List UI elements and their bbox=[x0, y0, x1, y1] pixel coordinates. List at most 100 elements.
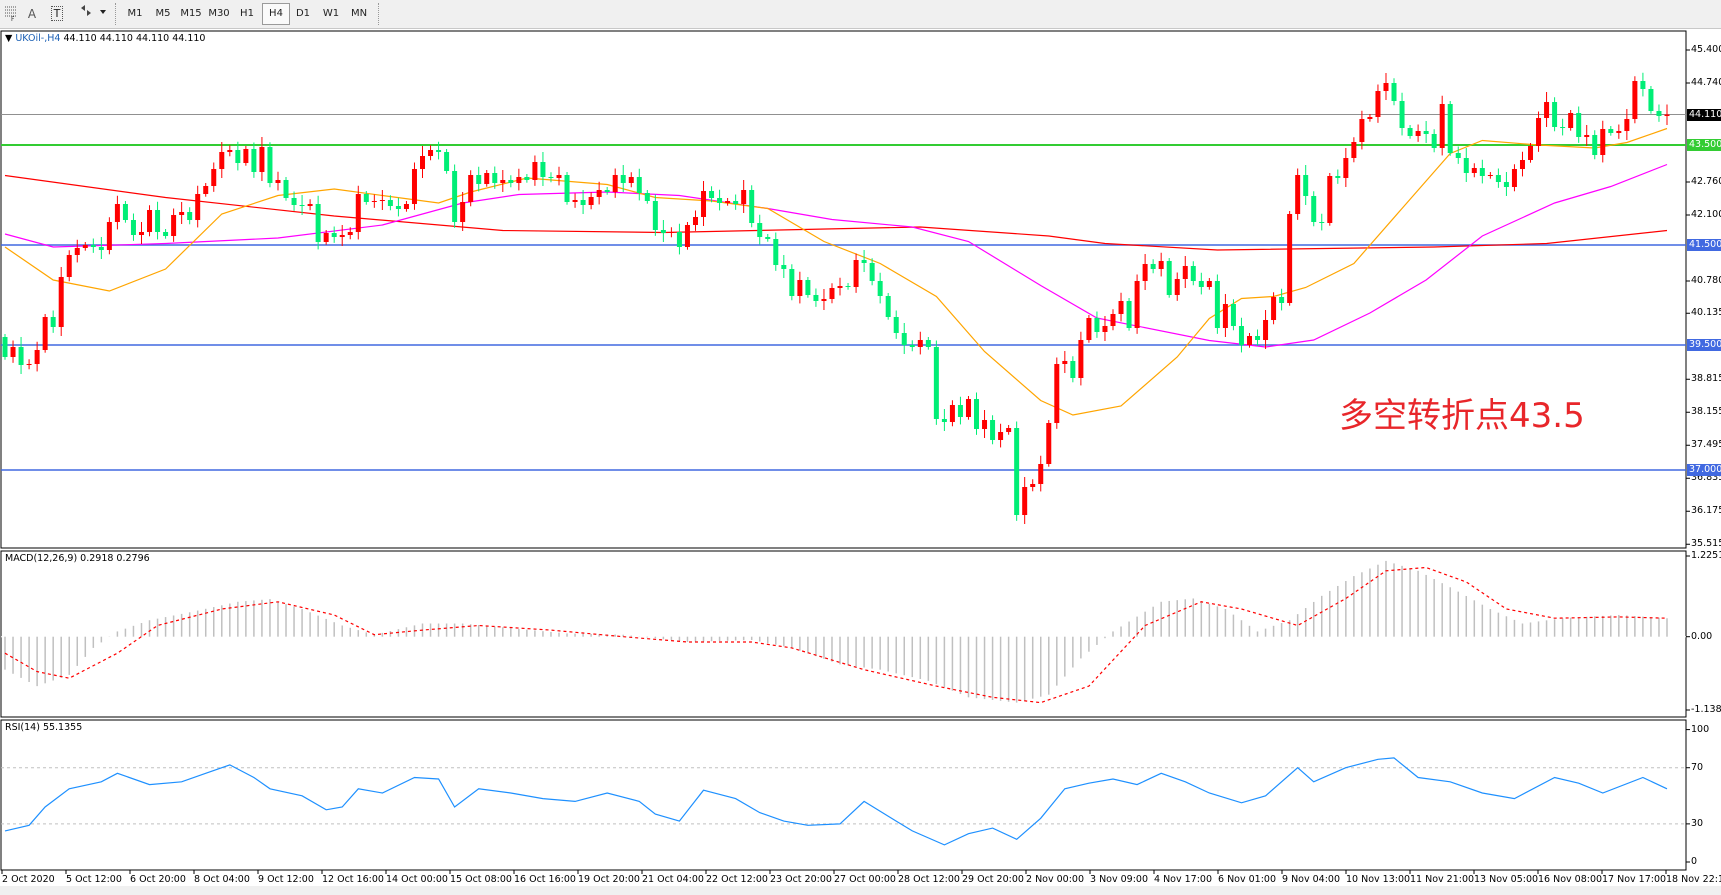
text-box-icon[interactable]: T bbox=[48, 4, 66, 24]
rsi-label: RSI(14) 55.1355 bbox=[5, 722, 83, 733]
candle-body bbox=[283, 180, 289, 198]
candle-body bbox=[1383, 83, 1389, 91]
candle-body bbox=[267, 147, 273, 183]
candle-body bbox=[34, 350, 40, 364]
timeframe-h4[interactable]: H4 bbox=[262, 3, 290, 25]
candle-body bbox=[781, 265, 787, 269]
rsi-pane-frame bbox=[0, 719, 1687, 871]
candle-body bbox=[885, 296, 891, 317]
candle-body bbox=[130, 220, 136, 235]
price-axis-label: 40.780 bbox=[1691, 275, 1721, 286]
candle-body bbox=[307, 204, 313, 206]
time-axis-label: 19 Oct 20:00 bbox=[578, 874, 640, 885]
candle-body bbox=[395, 206, 401, 209]
time-axis-label: 2 Nov 00:00 bbox=[1026, 874, 1085, 885]
candle-body bbox=[363, 194, 369, 202]
candle-body bbox=[1022, 487, 1028, 515]
candle-body bbox=[974, 399, 980, 429]
level-badge-41.500: 41.500 bbox=[1687, 239, 1721, 251]
candle-body bbox=[1271, 297, 1277, 320]
candle-body bbox=[179, 212, 185, 215]
candle-body bbox=[58, 277, 64, 327]
candle-body bbox=[572, 200, 578, 202]
timeframe-w1[interactable]: W1 bbox=[322, 8, 340, 19]
candle-body bbox=[957, 405, 963, 417]
time-axis-label: 12 Oct 16:00 bbox=[322, 874, 384, 885]
candle-body bbox=[1399, 101, 1405, 128]
candle-body bbox=[243, 149, 249, 163]
time-axis-label: 5 Oct 12:00 bbox=[66, 874, 122, 885]
candle-body bbox=[596, 190, 602, 197]
candle-body bbox=[1592, 135, 1598, 155]
candle-body bbox=[98, 247, 104, 250]
candle-body bbox=[813, 295, 819, 301]
candle-body bbox=[1110, 314, 1116, 326]
candle-body bbox=[829, 288, 835, 299]
candle-body bbox=[508, 180, 514, 183]
price-axis-label: 40.135 bbox=[1691, 307, 1721, 319]
candle-body bbox=[1495, 175, 1501, 182]
candle-body bbox=[1519, 160, 1525, 169]
ohlc-values: 44.110 44.110 44.110 44.110 bbox=[63, 33, 206, 44]
candle-body bbox=[1311, 196, 1317, 222]
timeframe-d1[interactable]: D1 bbox=[295, 8, 311, 19]
arrows-icon[interactable] bbox=[78, 4, 108, 24]
candle-body bbox=[1407, 128, 1413, 136]
timeframe-h1[interactable]: H1 bbox=[240, 8, 254, 19]
candle-body bbox=[628, 177, 634, 183]
level-badge-39.500: 39.500 bbox=[1687, 339, 1721, 351]
candle-body bbox=[837, 286, 843, 288]
candle-body bbox=[122, 204, 128, 220]
candle-body bbox=[982, 420, 988, 429]
collapse-triangle-icon[interactable]: ▼ bbox=[5, 33, 13, 44]
candle-body bbox=[861, 260, 867, 263]
candle-body bbox=[1126, 301, 1132, 328]
timeframe-m1[interactable]: M1 bbox=[127, 8, 143, 19]
macd-axis-label: 0.00 bbox=[1691, 630, 1713, 642]
macd-pane-frame bbox=[0, 550, 1687, 718]
time-axis-label: 9 Nov 04:00 bbox=[1282, 874, 1341, 885]
price-axis-label: 38.815 bbox=[1691, 373, 1721, 385]
candle-body bbox=[909, 345, 915, 347]
candle-body bbox=[1375, 91, 1381, 117]
timeframe-mn[interactable]: MN bbox=[350, 8, 368, 19]
timeframe-m30[interactable]: M30 bbox=[208, 8, 230, 19]
candle-body bbox=[1343, 158, 1349, 178]
text-label-icon[interactable]: A bbox=[27, 7, 37, 21]
chart-header: ▼ UKOil-,H4 44.110 44.110 44.110 44.110 bbox=[5, 33, 205, 44]
timeframe-m5[interactable]: M5 bbox=[155, 8, 171, 19]
candle-body bbox=[548, 177, 554, 178]
candle-body bbox=[1118, 301, 1124, 314]
candle-body bbox=[2, 337, 8, 357]
toolbar-separator bbox=[378, 3, 381, 25]
fibonacci-icon[interactable]: F bbox=[2, 4, 20, 24]
timeframe-m15[interactable]: M15 bbox=[180, 8, 202, 19]
candle-body bbox=[1351, 142, 1357, 158]
rsi-axis-label: 0 bbox=[1691, 856, 1698, 867]
candle-body bbox=[259, 147, 265, 172]
candle-body bbox=[1014, 428, 1020, 515]
candle-body bbox=[901, 333, 907, 345]
time-axis-label: 17 Nov 17:00 bbox=[1602, 874, 1667, 885]
time-axis-label: 2 Oct 2020 bbox=[2, 874, 55, 885]
candle-body bbox=[1616, 131, 1622, 133]
candle-body bbox=[227, 150, 233, 152]
candle-body bbox=[540, 162, 546, 177]
price-axis-label: 36.835 bbox=[1691, 472, 1721, 484]
slow-moving-average bbox=[4, 174, 1668, 251]
candle-body bbox=[1471, 168, 1477, 173]
candle-body bbox=[379, 200, 385, 201]
candle-body bbox=[524, 177, 530, 180]
candle-body bbox=[500, 180, 506, 183]
candle-body bbox=[821, 299, 827, 301]
candle-body bbox=[331, 233, 337, 237]
price-axis-label: 35.515 bbox=[1691, 538, 1721, 550]
candle-body bbox=[275, 180, 281, 183]
candle-body bbox=[460, 202, 466, 222]
candle-body bbox=[82, 245, 88, 248]
symbol-label: UKOil-,H4 bbox=[15, 33, 61, 44]
time-axis-label: 28 Oct 12:00 bbox=[898, 874, 960, 885]
candle-body bbox=[1455, 153, 1461, 158]
candle-body bbox=[147, 210, 153, 232]
